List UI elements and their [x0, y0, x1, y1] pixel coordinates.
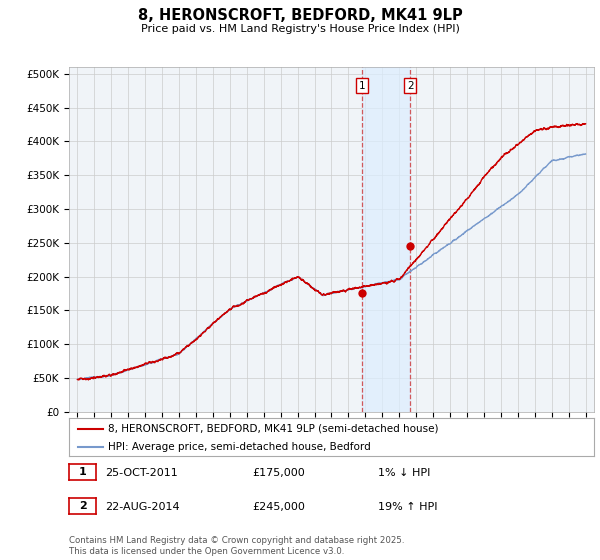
Text: Contains HM Land Registry data © Crown copyright and database right 2025.
This d: Contains HM Land Registry data © Crown c… [69, 536, 404, 556]
Text: HPI: Average price, semi-detached house, Bedford: HPI: Average price, semi-detached house,… [109, 442, 371, 452]
Text: £175,000: £175,000 [252, 468, 305, 478]
Text: £245,000: £245,000 [252, 502, 305, 512]
Text: 1: 1 [79, 467, 86, 477]
Text: 1% ↓ HPI: 1% ↓ HPI [378, 468, 430, 478]
Text: 2: 2 [407, 81, 413, 91]
Text: 1: 1 [359, 81, 365, 91]
Text: 8, HERONSCROFT, BEDFORD, MK41 9LP: 8, HERONSCROFT, BEDFORD, MK41 9LP [137, 8, 463, 24]
Bar [362, 67, 410, 412]
Text: 8, HERONSCROFT, BEDFORD, MK41 9LP (semi-detached house): 8, HERONSCROFT, BEDFORD, MK41 9LP (semi-… [109, 424, 439, 434]
Text: 2: 2 [79, 501, 86, 511]
Text: 22-AUG-2014: 22-AUG-2014 [105, 502, 179, 512]
Text: 19% ↑ HPI: 19% ↑ HPI [378, 502, 437, 512]
Text: Price paid vs. HM Land Registry's House Price Index (HPI): Price paid vs. HM Land Registry's House … [140, 24, 460, 34]
Text: 25-OCT-2011: 25-OCT-2011 [105, 468, 178, 478]
